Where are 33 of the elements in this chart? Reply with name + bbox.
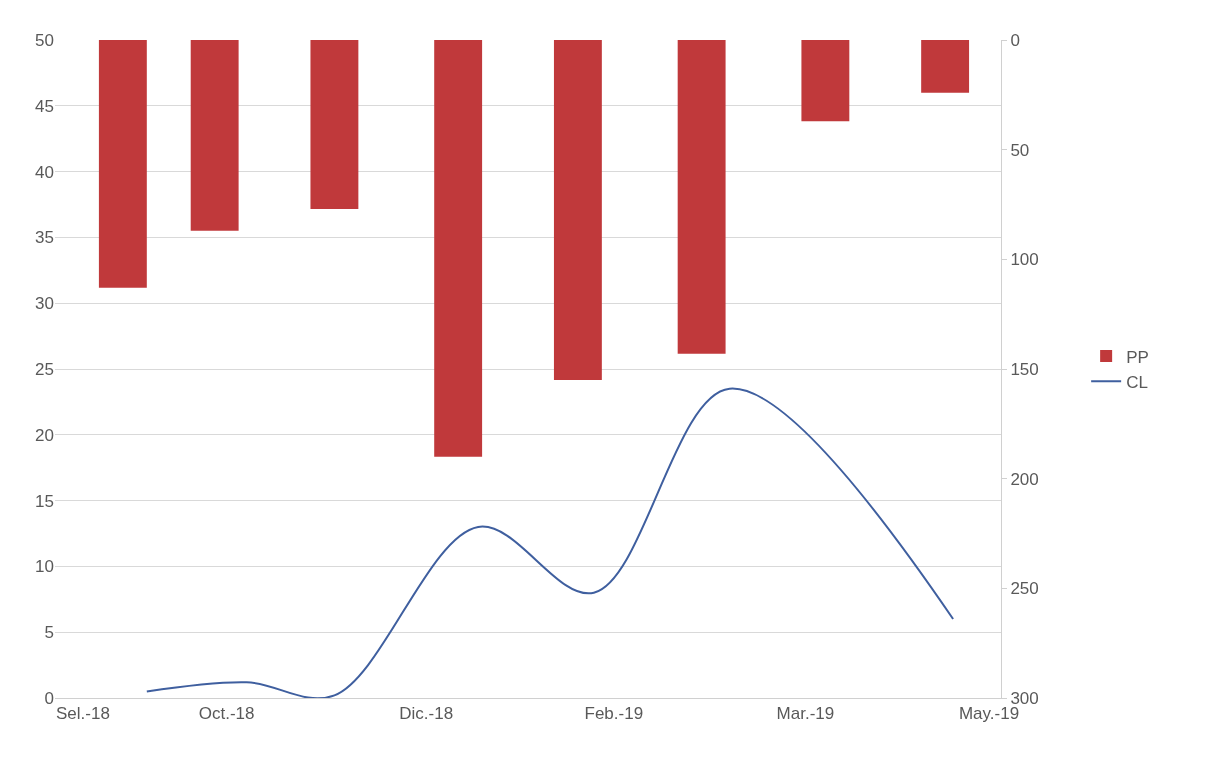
x-tick-label: Sel.-18 xyxy=(56,704,110,724)
x-tick-label: Mar.-19 xyxy=(776,704,835,724)
y2-tick-label: 250 xyxy=(1010,579,1039,599)
y-tick-label: 15 xyxy=(35,491,54,511)
y-tick-label: 10 xyxy=(35,557,54,577)
x-tick-label: Oct.-18 xyxy=(198,704,255,724)
y2-tick-label: 50 xyxy=(1010,140,1030,160)
legend-label: PP xyxy=(1126,347,1149,367)
bar xyxy=(190,40,239,231)
y-tick-label: 50 xyxy=(35,30,54,50)
bar xyxy=(310,40,359,209)
y-tick-label: 20 xyxy=(35,425,54,445)
bar xyxy=(921,40,970,93)
y-tick-label: 45 xyxy=(35,96,54,116)
y-tick-label: 25 xyxy=(35,359,54,379)
y-tick-label: 5 xyxy=(44,623,54,643)
y2-tick-label: 150 xyxy=(1010,359,1039,379)
y-tick-label: 40 xyxy=(35,162,54,182)
y2-tick-label: 200 xyxy=(1010,469,1039,489)
x-tick-label: Feb.-19 xyxy=(584,704,644,724)
x-tick-label: Dic.-18 xyxy=(399,704,454,724)
bar xyxy=(98,40,147,288)
y-tick-label: 0 xyxy=(44,688,54,708)
legend-label: CL xyxy=(1126,372,1148,392)
bar xyxy=(801,40,850,122)
y-tick-label: 35 xyxy=(35,228,54,248)
bar xyxy=(553,40,602,380)
line-series xyxy=(145,387,955,698)
y2-tick-label: 0 xyxy=(1010,30,1020,50)
bar xyxy=(434,40,483,457)
y-tick-label: 30 xyxy=(35,294,54,314)
y2-tick-label: 100 xyxy=(1010,250,1039,270)
bar xyxy=(677,40,726,354)
